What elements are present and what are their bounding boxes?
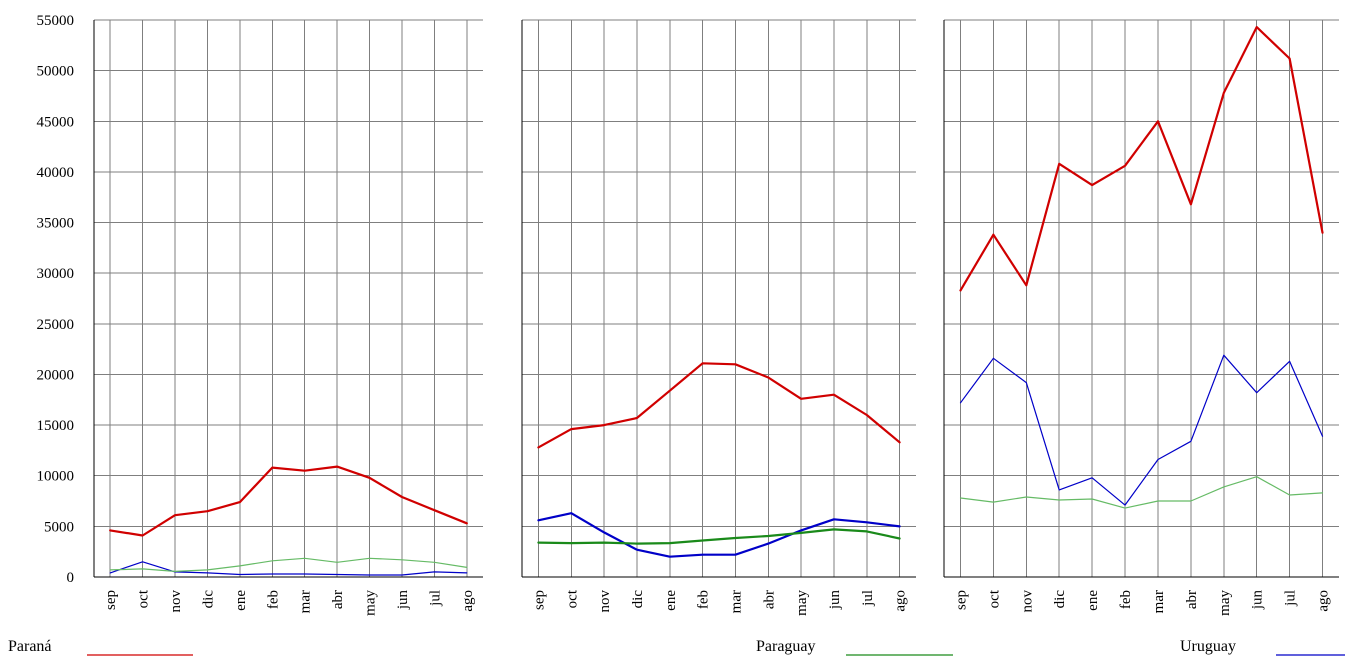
x-tick-label: jul (1283, 590, 1299, 607)
chart-panels: sep oct nov dic ene feb mar abr may jun jul ago sep o… (93, 19, 1339, 616)
panel-2: sep oct nov dic ene feb mar abr may jun jul ago (943, 19, 1339, 616)
x-tick-label: sep (103, 590, 119, 610)
x-tick-label: may (1217, 590, 1233, 616)
x-tick-label: nov (168, 590, 184, 613)
series-line-1-2 (537, 528, 901, 545)
series-line-0-2 (109, 557, 468, 573)
legend: Paraná Paraguay Uruguay (8, 638, 1345, 656)
x-tick-label: sep (953, 590, 969, 610)
x-tick-label: dic (1052, 590, 1068, 609)
x-tick-label: dic (200, 590, 216, 609)
x-tick-label: abr (761, 590, 777, 609)
y-tick-label: 45000 (37, 114, 75, 130)
x-tick-label: feb (1118, 590, 1134, 609)
x-tick-label: feb (696, 590, 712, 609)
y-tick-label: 40000 (37, 165, 75, 181)
series-line-0-1 (109, 561, 468, 576)
legend-label: Uruguay (1180, 638, 1236, 655)
x-tick-label: mar (298, 590, 314, 613)
y-axis-labels: 0 5000 10000 15000 20000 25000 30000 35000 40000… (37, 13, 75, 586)
x-tick-label: nov (1019, 590, 1035, 613)
y-tick-label: 0 (67, 570, 75, 586)
x-tick-label: dic (630, 590, 646, 609)
y-tick-label: 55000 (37, 13, 75, 29)
x-tick-label: jun (827, 590, 843, 611)
series-line-1-0 (537, 362, 901, 449)
x-tick-label: ago (893, 590, 909, 612)
x-tick-label: may (794, 590, 810, 616)
series-line-2-0 (959, 26, 1324, 292)
y-tick-label: 15000 (37, 418, 75, 434)
x-tick-label: may (363, 590, 379, 616)
y-tick-label: 25000 (37, 317, 75, 333)
series-line-2-1 (959, 354, 1324, 506)
x-tick-label: sep (531, 590, 547, 610)
y-tick-label: 5000 (44, 519, 74, 535)
panel-1: sep oct nov dic ene feb mar abr may jun jul ago (521, 19, 916, 616)
x-tick-label: jun (395, 590, 411, 611)
x-tick-label: ene (1085, 590, 1101, 611)
x-tick-label: ago (1316, 590, 1332, 612)
x-tick-label: oct (136, 589, 152, 608)
legend-label: Paraná (8, 638, 52, 655)
x-tick-label: abr (330, 590, 346, 609)
y-tick-label: 10000 (37, 469, 75, 485)
x-tick-label: mar (1151, 590, 1167, 613)
x-tick-label: ene (663, 590, 679, 611)
y-tick-label: 20000 (37, 367, 75, 383)
y-tick-label: 35000 (37, 216, 75, 232)
y-tick-label: 50000 (37, 64, 75, 80)
x-tick-label: mar (728, 590, 744, 613)
x-tick-label: abr (1184, 590, 1200, 609)
panel-0: sep oct nov dic ene feb mar abr may jun jul ago (93, 19, 483, 616)
series-line-2-2 (959, 476, 1324, 509)
x-tick-label: ene (233, 590, 249, 611)
x-tick-label: feb (265, 590, 281, 609)
series-line-0-0 (109, 465, 468, 537)
x-tick-label: ago (460, 590, 476, 612)
x-tick-label: oct (564, 589, 580, 608)
x-tick-label: jul (860, 590, 876, 607)
x-tick-label: nov (597, 590, 613, 613)
x-tick-label: oct (986, 589, 1002, 608)
series-line-1-1 (537, 512, 901, 558)
legend-label: Paraguay (756, 638, 816, 655)
x-tick-label: jul (427, 590, 443, 607)
x-tick-label: jun (1250, 590, 1266, 611)
y-tick-label: 30000 (37, 266, 75, 282)
